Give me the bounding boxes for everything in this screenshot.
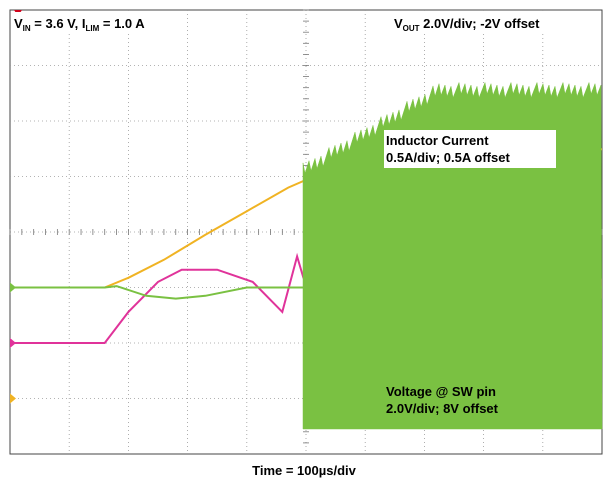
inductor-label-line1: Inductor Current: [386, 133, 489, 148]
sw-label-line1: Voltage @ SW pin: [386, 384, 496, 399]
conditions-label: VIN = 3.6 V, ILIM = 1.0 A: [14, 16, 145, 33]
vout-label: VOUT 2.0V/div; -2V offset: [394, 16, 540, 33]
trace-voltage-sw-pin: [10, 285, 602, 300]
x-axis-label: Time = 100µs/div: [252, 463, 356, 478]
sw-label-line2: 2.0V/div; 8V offset: [386, 401, 499, 416]
traces: [10, 81, 603, 430]
inductor-label-line2: 0.5A/div; 0.5A offset: [386, 150, 510, 165]
sw-switching-band: [302, 81, 603, 430]
label-backgrounds: [12, 12, 600, 168]
channel-ground-marker: [10, 393, 16, 404]
